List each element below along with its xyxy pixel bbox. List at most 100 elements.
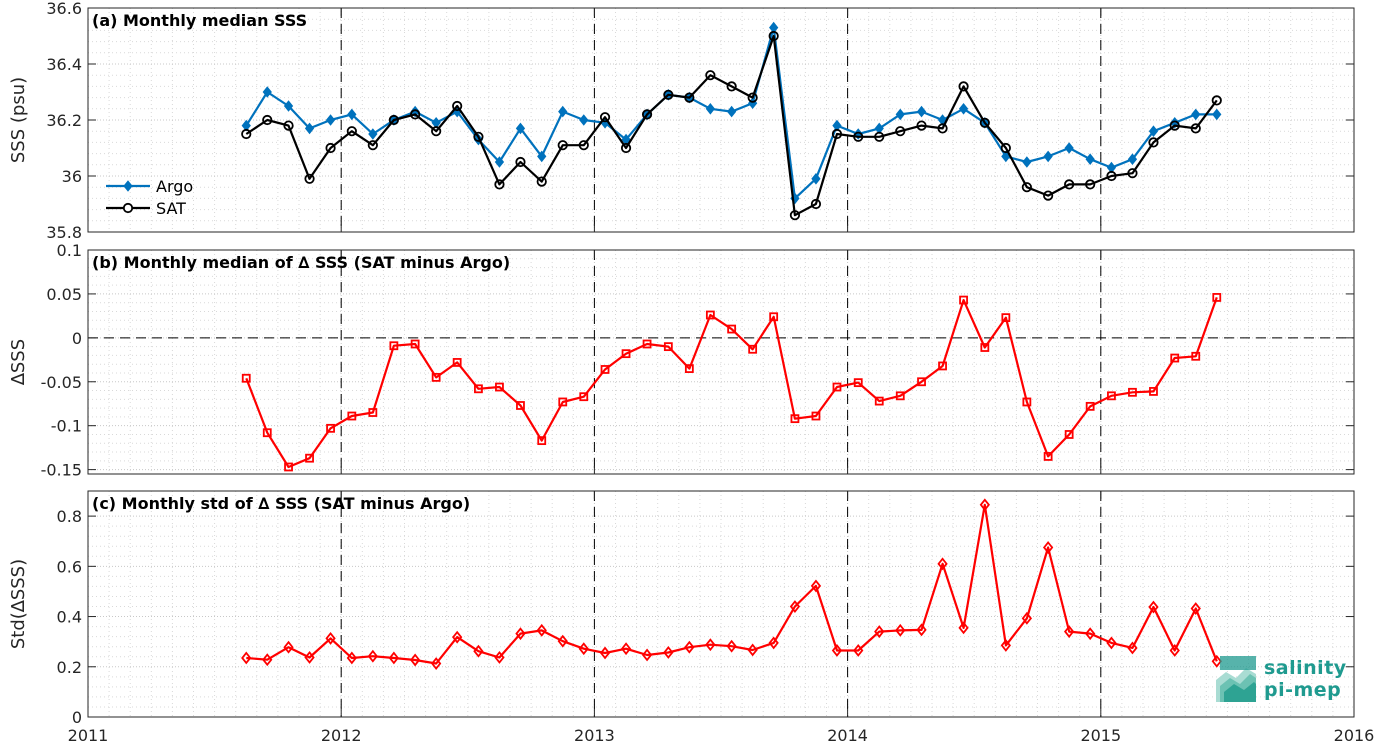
data-point [579,114,589,126]
data-point [1001,313,1011,323]
data-point [1085,401,1095,411]
data-point [241,373,251,383]
data-point [747,643,758,657]
data-point [388,114,399,126]
data-point [347,108,357,121]
legend-label: SAT [156,199,186,218]
data-point [1064,179,1075,190]
data-point [641,109,653,120]
data-point [241,651,252,665]
data-point [811,172,821,185]
data-point [579,392,589,402]
data-point [537,150,547,163]
series-line [245,297,1218,469]
data-point [578,642,589,656]
data-point [874,625,885,639]
data-point [473,131,484,142]
data-point [1211,654,1222,668]
x-tick-label: 2015 [1080,726,1121,745]
data-point [452,630,463,644]
data-point [558,105,568,118]
data-point [1169,120,1180,131]
data-point [304,122,315,135]
legend-marker [122,202,134,214]
data-point [895,623,906,637]
data-point [937,123,948,134]
data-point [1043,190,1054,201]
data-point [368,408,378,417]
data-point [262,114,273,126]
data-point [1085,179,1096,190]
data-point [325,142,336,154]
data-point [938,361,947,371]
data-point [895,108,905,121]
data-point [346,651,357,665]
data-point [684,92,695,103]
y-axis-label: Std(∆SSS) [8,559,29,649]
x-tick-label: 2014 [827,726,868,745]
data-point [917,377,926,387]
data-point [874,396,884,406]
data-point [916,120,927,131]
data-point [283,100,294,112]
y-tick-label: -0.05 [41,373,82,392]
legend: Argo SAT [106,177,193,218]
data-point [1169,644,1180,657]
data-point [726,81,737,92]
data-point [515,627,526,641]
data-point [916,623,927,637]
data-point [810,579,822,593]
data-point [1042,541,1054,554]
data-point [853,131,864,142]
data-point [748,344,758,354]
data-point [452,358,462,367]
y-tick-label: 35.8 [46,223,82,242]
data-point [452,100,463,112]
data-point [1127,168,1138,179]
data-point [537,436,547,446]
panel-title: (a) Monthly median SSS [92,11,307,30]
panel-title: (c) Monthly std of ∆ SSS (SAT minus Argo… [92,494,470,513]
legend-marker [123,180,133,192]
series-line [246,503,1218,665]
data-point [789,600,801,613]
data-point [536,176,547,187]
data-point [642,339,652,349]
wave-logo-icon [1216,656,1256,702]
data-point [557,140,568,151]
data-point [1063,625,1075,639]
data-point [473,644,484,658]
data-point [726,105,737,118]
y-tick-label: 0.6 [57,557,82,576]
data-point [895,126,906,137]
data-point [663,89,674,100]
data-point [980,343,990,352]
salinity-pi-mep-logo: salinity pi-mep [1214,654,1354,706]
y-tick-label: 36.4 [46,55,82,74]
data-point [1212,293,1222,302]
data-point [768,30,779,42]
data-point [557,634,568,648]
data-point [810,198,822,210]
panel-title: (b) Monthly median of ∆ SSS (SAT minus A… [92,253,510,272]
data-point [979,117,990,128]
data-point [663,342,673,352]
y-tick-label: 0 [72,329,82,348]
data-point [368,128,378,140]
data-point [326,423,335,433]
data-point [1148,600,1159,614]
data-point [578,140,589,151]
x-tick-label: 2012 [321,726,362,745]
data-point [1190,602,1201,615]
series-delta-c [241,498,1222,670]
data-point [599,646,611,660]
data-point [1190,123,1201,134]
axes-box [87,249,1355,475]
data-point [304,651,315,664]
data-point [1212,108,1222,121]
data-point [1106,170,1117,182]
x-tick-label: 2011 [68,726,109,745]
y-tick-label: 0.8 [57,507,82,526]
data-point [346,126,357,137]
